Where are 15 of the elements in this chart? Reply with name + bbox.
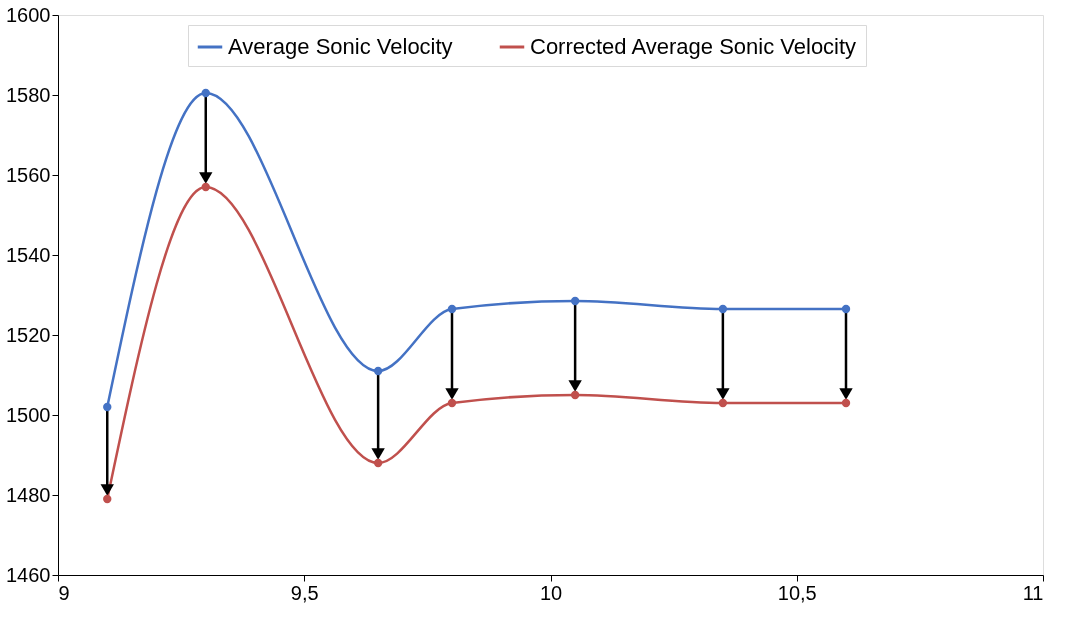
y-tick-label: 1460 [6,563,51,586]
x-tick-label: 9,5 [290,581,319,604]
x-tick-label: 10,5 [777,581,817,604]
y-tick-label: 1540 [6,243,51,266]
legend-label: Corrected Average Sonic Velocity [530,34,857,59]
legend-label: Average Sonic Velocity [228,34,453,59]
x-tick-label: 9 [58,581,70,604]
y-tick-label: 1520 [6,323,51,346]
x-tick-label: 11 [1022,581,1044,604]
y-tick-label: 1500 [6,403,51,426]
x-tick-label: 10 [539,581,563,604]
y-tick-label: 1480 [6,483,51,506]
y-tick-label: 1600 [6,3,51,26]
y-tick-label: 1580 [6,83,51,106]
y-tick-label: 1560 [6,163,51,186]
